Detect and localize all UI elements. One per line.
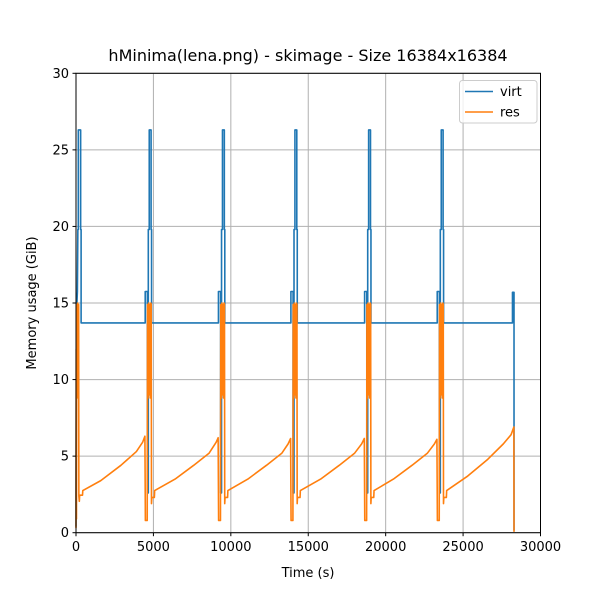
legend-item-virt: virt bbox=[465, 85, 522, 100]
plot-area bbox=[75, 129, 515, 532]
y-tick-label: 15 bbox=[52, 297, 69, 312]
x-tick-label: 25000 bbox=[442, 540, 483, 555]
legend-item-res: res bbox=[465, 106, 520, 121]
x-axis-label: Time (s) bbox=[281, 566, 335, 581]
y-tick-label: 5 bbox=[61, 450, 69, 465]
legend: virt res bbox=[459, 80, 538, 124]
legend-box bbox=[459, 80, 538, 124]
axis-ticks bbox=[72, 72, 541, 537]
x-tick-label: 10000 bbox=[210, 540, 251, 555]
x-tick-label: 5000 bbox=[137, 540, 170, 555]
x-tick-label: 15000 bbox=[288, 540, 329, 555]
x-tick-labels: 0 5000 10000 15000 20000 25000 30000 bbox=[72, 540, 561, 555]
chart-title: hMinima(lena.png) - skimage - Size 16384… bbox=[108, 46, 507, 65]
y-tick-label: 30 bbox=[52, 67, 69, 82]
y-tick-label: 0 bbox=[61, 526, 69, 541]
series-res-line bbox=[75, 302, 515, 532]
legend-label-virt: virt bbox=[500, 85, 522, 100]
x-tick-label: 20000 bbox=[365, 540, 406, 555]
x-tick-label: 0 bbox=[72, 540, 80, 555]
y-tick-label: 10 bbox=[52, 373, 69, 388]
y-tick-label: 20 bbox=[52, 220, 69, 235]
y-tick-label: 25 bbox=[52, 143, 69, 158]
y-axis-label: Memory usage (GiB) bbox=[25, 236, 40, 369]
y-tick-labels: 0 5 10 15 20 25 30 bbox=[52, 67, 69, 541]
x-tick-label: 30000 bbox=[520, 540, 561, 555]
legend-label-res: res bbox=[500, 106, 520, 121]
